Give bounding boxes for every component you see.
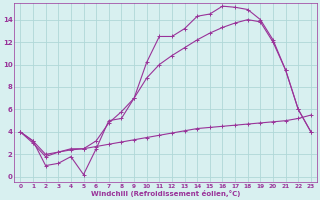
- X-axis label: Windchill (Refroidissement éolien,°C): Windchill (Refroidissement éolien,°C): [91, 190, 240, 197]
